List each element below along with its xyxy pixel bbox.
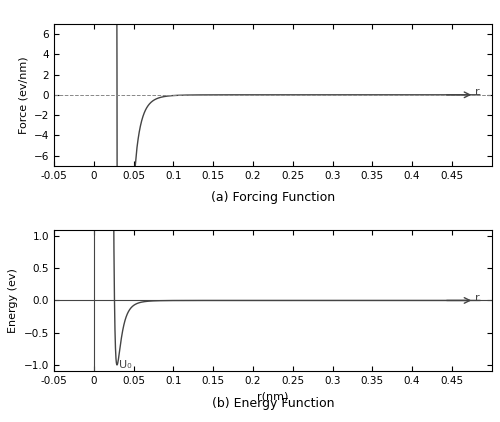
Text: r: r [475, 293, 480, 303]
Y-axis label: Energy (ev): Energy (ev) [8, 268, 18, 333]
Y-axis label: Force (ev/nm): Force (ev/nm) [18, 56, 28, 134]
Text: r: r [475, 87, 480, 97]
Text: U₀: U₀ [120, 360, 132, 370]
X-axis label: r(nm): r(nm) [257, 392, 288, 402]
Text: (b) Energy Function: (b) Energy Function [212, 397, 334, 410]
Text: (a) Forcing Function: (a) Forcing Function [211, 191, 335, 204]
